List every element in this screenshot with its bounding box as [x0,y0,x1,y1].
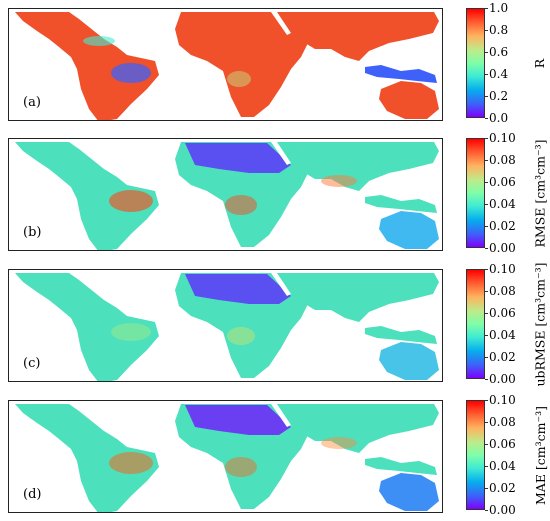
tick-label: 0.04 [485,197,516,211]
colorbar-title: RMSE [cm³cm⁻³] [532,139,548,247]
red-sea [271,142,291,165]
map-frame: (b) [8,138,443,251]
tick-label: 0.06 [485,175,516,189]
tick-label: 0.06 [485,306,516,320]
amazon-region [109,190,153,212]
australia-land [379,211,439,249]
tropical-map [15,142,439,250]
tick-label: 0.02 [485,350,516,364]
tick-label: 0.00 [485,503,516,517]
tick-label: 0.8 [484,23,509,37]
tropical-map [15,273,439,381]
americas-land [15,142,159,250]
colorbar-title-wrap: RMSE [cm³cm⁻³] [532,138,548,248]
australia-land [379,81,439,119]
tick-label: 0.06 [485,437,516,451]
asia-land [267,142,439,191]
asia-land [267,404,439,453]
americas-land [15,404,159,512]
tick-label: 1.0 [484,1,509,15]
tick-label: 0.6 [484,45,509,59]
tick-label: 0.2 [484,89,509,103]
maritime-islands [365,457,437,475]
colorbar [466,138,485,248]
tick-label: 0.08 [485,153,516,167]
colorbar-ticks: 1.0 0.8 0.6 0.4 0.2 0.0 [484,2,529,124]
tick-label: 0.04 [485,328,516,342]
south-asia-region [321,175,357,187]
central-america-region [83,36,115,46]
americas-land [15,273,159,381]
colorbar-title-wrap: MAE [cm³cm⁻³] [532,400,548,510]
panel-label: (c) [23,356,41,371]
maritime-islands [365,65,437,83]
africa-land [175,12,309,117]
panel-c: (c) 0.10 0.08 0.06 0.04 0.02 0.00 ubRMSE… [0,261,550,389]
red-sea [271,12,291,35]
maritime-islands [365,326,437,344]
tick-label: 0.00 [485,372,516,386]
colorbar-title: MAE [cm³cm⁻³] [532,405,548,505]
congo-region [227,327,255,345]
asia-land [267,12,439,61]
amazon-region [111,323,151,341]
amazon-region [109,452,153,474]
australia-land [379,473,439,511]
tropical-map [15,404,439,512]
tropical-map [15,12,439,120]
colorbar [466,8,485,118]
south-asia-region [321,437,357,449]
colorbar [466,400,485,510]
amazon-region [111,63,151,83]
panel-d: (d) 0.10 0.08 0.06 0.04 0.02 0.00 MAE [c… [0,392,550,520]
panel-label: (b) [23,225,42,240]
tick-label: 0.0 [484,111,509,125]
tick-label: 0.04 [485,459,516,473]
red-sea [271,273,291,296]
panel-label: (a) [23,95,41,110]
colorbar [466,269,485,379]
congo-region [227,71,251,87]
australia-land [379,342,439,380]
colorbar-title-wrap: ubRMSE [cm³cm⁻³] [532,262,548,386]
tick-label: 0.10 [485,262,516,276]
congo-region [225,195,257,215]
congo-region [225,457,257,477]
colorbar-ticks: 0.10 0.08 0.06 0.04 0.02 0.00 [485,263,529,385]
tick-label: 0.10 [485,393,516,407]
americas-land [15,12,159,120]
asia-land [267,273,439,322]
colorbar-title: R [532,58,548,68]
map-frame: (c) [8,269,443,382]
tick-label: 0.00 [485,241,516,255]
maritime-islands [365,195,437,213]
panel-a: (a) 1.0 0.8 0.6 0.4 0.2 0.0 R [0,0,550,128]
panel-b: (b) 0.10 0.08 0.06 0.04 0.02 0.00 RMSE [… [0,130,550,258]
red-sea [271,404,291,427]
tick-label: 0.02 [485,219,516,233]
tick-label: 0.4 [484,67,509,81]
tick-label: 0.10 [485,131,516,145]
tick-label: 0.08 [485,284,516,298]
colorbar-ticks: 0.10 0.08 0.06 0.04 0.02 0.00 [485,394,529,516]
panel-label: (d) [23,487,42,502]
sahara-region [185,274,291,304]
colorbar-ticks: 0.10 0.08 0.06 0.04 0.02 0.00 [485,132,529,254]
sahara-region [185,143,291,173]
tick-label: 0.02 [485,481,516,495]
colorbar-title-wrap: R [532,8,548,118]
tick-label: 0.08 [485,415,516,429]
map-frame: (a) [8,8,443,121]
map-frame: (d) [8,400,443,513]
sahara-region [185,405,291,435]
colorbar-title: ubRMSE [cm³cm⁻³] [532,261,548,387]
